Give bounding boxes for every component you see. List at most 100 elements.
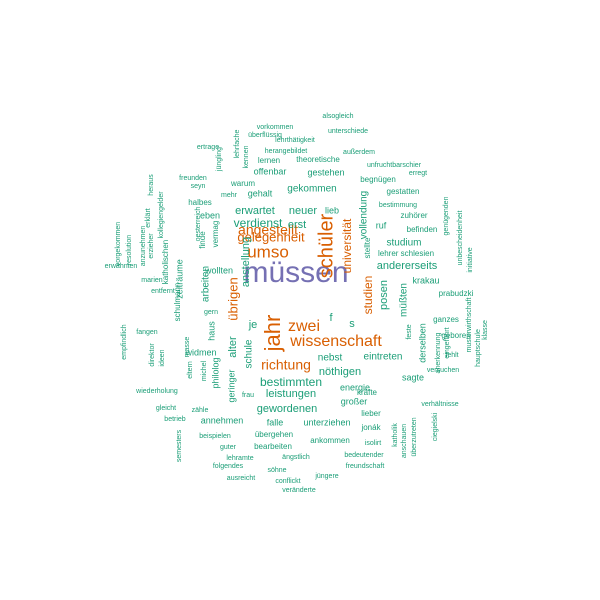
cloud-word: ciegielski: [432, 412, 439, 441]
cloud-word: haus: [206, 321, 216, 341]
cloud-word: sagte: [402, 372, 424, 382]
cloud-word: prabudzki: [439, 289, 474, 298]
cloud-word: betrieb: [164, 416, 186, 423]
cloud-word: eingeführt: [444, 327, 451, 358]
cloud-word: bearbeiten: [254, 442, 292, 451]
cloud-word: resolution: [126, 235, 133, 265]
cloud-word: marien: [141, 277, 163, 284]
cloud-word: studien: [361, 276, 375, 315]
cloud-word: anerkennung: [435, 332, 442, 373]
cloud-word: erwartet: [235, 205, 275, 217]
cloud-word: lehramte: [226, 455, 253, 462]
cloud-word: halbes: [188, 198, 212, 207]
cloud-word: kräfte: [357, 388, 378, 397]
cloud-word: f: [329, 312, 333, 324]
cloud-word: übrigen: [225, 277, 240, 320]
cloud-word: erregt: [409, 170, 427, 177]
cloud-word: seyn: [191, 183, 206, 190]
cloud-word: gern: [204, 309, 218, 316]
cloud-word: jüngling: [216, 147, 223, 172]
cloud-word: lehrthätigkeit: [275, 137, 315, 144]
cloud-word: arbeiten: [201, 266, 212, 302]
cloud-word: verdienst: [234, 216, 283, 230]
cloud-word: fangen: [136, 329, 158, 336]
cloud-word: vorgekommen: [115, 222, 122, 266]
cloud-word: überzutreten: [411, 417, 418, 456]
cloud-word: hauptschule: [475, 329, 482, 367]
cloud-word: lernen: [258, 156, 280, 165]
cloud-word: katholischen: [161, 240, 170, 284]
cloud-word: jonák: [360, 423, 381, 432]
cloud-word: alter: [227, 336, 239, 358]
cloud-word: gewordenen: [257, 403, 318, 415]
cloud-word: ausreicht: [227, 475, 255, 482]
cloud-word: direktor: [149, 343, 156, 367]
cloud-word: michel: [201, 360, 208, 381]
cloud-word: anstellung: [240, 237, 252, 287]
cloud-word: ängstlich: [282, 454, 310, 461]
cloud-word: philolog: [210, 357, 220, 388]
cloud-word: alsogleich: [322, 113, 353, 120]
cloud-word: schüler: [315, 213, 337, 278]
cloud-word: folgendes: [213, 463, 244, 470]
cloud-word: gestatten: [387, 187, 420, 196]
cloud-word: versuchen: [427, 367, 459, 374]
cloud-word: empfindlich: [121, 324, 128, 360]
cloud-word: posen: [378, 280, 390, 310]
cloud-word: ertrage: [197, 144, 219, 151]
cloud-word: offenbar: [254, 166, 287, 176]
cloud-word: finde: [198, 231, 207, 249]
cloud-word: falle: [267, 417, 284, 427]
cloud-word: andererseits: [377, 260, 438, 272]
cloud-word: mehr: [221, 192, 238, 199]
cloud-word: frau: [242, 392, 254, 399]
cloud-word: müssen: [243, 256, 348, 289]
cloud-word: verhältnisse: [421, 401, 458, 408]
cloud-word: söhne: [267, 467, 286, 474]
cloud-word: jüngere: [314, 473, 338, 480]
cloud-word: erklärt: [145, 208, 152, 228]
cloud-word: anzunehmen: [140, 226, 147, 267]
cloud-word: gekommen: [287, 184, 336, 195]
cloud-word: gelegenheit: [237, 229, 305, 244]
cloud-word: vorkommen: [257, 124, 294, 131]
cloud-word: conflickt: [275, 478, 300, 485]
cloud-word: erst: [288, 219, 306, 231]
cloud-word: universität: [340, 218, 354, 273]
cloud-word: lehrer schlesien: [378, 249, 434, 258]
cloud-word: initiative: [467, 247, 474, 272]
cloud-word: zuhörer: [400, 211, 427, 220]
cloud-word: masse: [184, 337, 191, 358]
cloud-word: theoretische: [296, 155, 340, 164]
cloud-word: wissenschaft: [289, 333, 382, 350]
cloud-word: überflüssig: [248, 132, 282, 139]
cloud-word: katholik: [392, 423, 399, 447]
cloud-word: beispielen: [199, 433, 231, 440]
cloud-word: bestimmung: [379, 202, 417, 209]
cloud-word: eltern: [187, 361, 194, 379]
cloud-word: herangebildet: [265, 148, 307, 155]
cloud-word: energie: [340, 382, 370, 392]
cloud-word: kennen: [243, 145, 250, 168]
cloud-word: zähle: [192, 407, 209, 414]
cloud-word: annehmen: [201, 415, 244, 425]
cloud-word: ankommen: [310, 436, 350, 445]
cloud-word: veränderte: [282, 487, 316, 494]
cloud-word: je: [248, 319, 258, 331]
cloud-word: unfruchtbarschier: [367, 162, 422, 169]
cloud-word: ideen: [159, 349, 166, 366]
cloud-word: vermag: [211, 221, 220, 248]
cloud-word: s: [349, 318, 355, 330]
cloud-word: nebst: [318, 353, 343, 364]
cloud-word: stellte: [363, 237, 372, 258]
cloud-word: übergehen: [255, 430, 293, 439]
cloud-word: semesters: [176, 429, 183, 462]
cloud-word: geboren: [441, 331, 470, 340]
cloud-word: unterschiede: [328, 128, 368, 135]
cloud-word: derselben: [417, 323, 427, 363]
cloud-word: wiederholung: [135, 388, 178, 395]
cloud-word: musterwirthschaft: [466, 298, 473, 353]
cloud-word: kollegiengelder: [158, 191, 165, 239]
cloud-word: feste: [406, 324, 413, 339]
